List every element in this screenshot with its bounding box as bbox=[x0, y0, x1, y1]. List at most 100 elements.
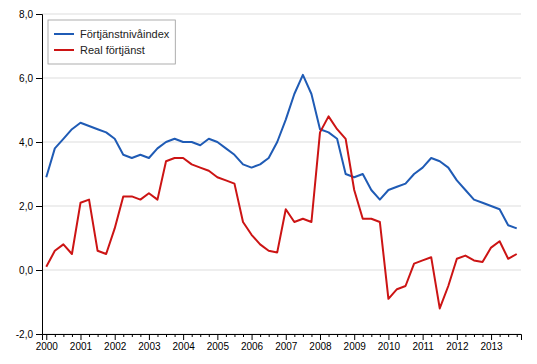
x-tick-mark bbox=[311, 334, 312, 337]
x-tick-mark bbox=[294, 334, 295, 337]
x-tick-mark bbox=[89, 334, 90, 337]
x-tick-mark bbox=[363, 334, 364, 337]
x-tick bbox=[140, 334, 141, 337]
y-tick-mark bbox=[36, 334, 42, 335]
x-tick-label: 2001 bbox=[70, 341, 93, 352]
y-tick-mark bbox=[36, 78, 42, 79]
x-tick-mark bbox=[72, 334, 73, 337]
x-tick-mark bbox=[63, 334, 64, 337]
x-tick bbox=[192, 334, 193, 337]
x-tick bbox=[157, 334, 158, 337]
x-tick-mark bbox=[474, 334, 475, 337]
x-tick-mark bbox=[115, 334, 116, 340]
x-tick-mark bbox=[320, 334, 321, 340]
grid-line bbox=[42, 206, 521, 207]
x-tick-mark bbox=[260, 334, 261, 337]
legend-swatch bbox=[54, 33, 74, 35]
x-tick bbox=[483, 334, 484, 337]
x-tick-label: 2012 bbox=[446, 341, 469, 352]
x-tick bbox=[431, 334, 432, 337]
x-tick-mark bbox=[252, 334, 253, 340]
x-tick: 2009 bbox=[344, 334, 367, 352]
x-tick: 2002 bbox=[104, 334, 127, 352]
x-tick bbox=[277, 334, 278, 337]
y-axis-line bbox=[36, 15, 43, 335]
x-tick bbox=[63, 334, 64, 337]
legend-swatch bbox=[54, 49, 74, 51]
y-tick-label: 6,0 bbox=[19, 73, 33, 84]
x-tick-mark bbox=[55, 334, 56, 337]
x-tick-label: 2004 bbox=[173, 341, 196, 352]
chart: -2,00,02,04,06,08,0200020012002200320042… bbox=[0, 0, 537, 364]
x-tick-mark bbox=[346, 334, 347, 337]
x-tick-mark bbox=[132, 334, 133, 337]
x-tick bbox=[243, 334, 244, 337]
x-tick-label: 2002 bbox=[104, 341, 127, 352]
x-tick: 2006 bbox=[241, 334, 264, 352]
x-tick-label: 2011 bbox=[412, 341, 434, 352]
x-tick bbox=[371, 334, 372, 337]
x-tick-mark bbox=[243, 334, 244, 337]
x-tick-mark bbox=[123, 334, 124, 337]
y-tick: -2,0 bbox=[16, 329, 42, 340]
x-tick bbox=[363, 334, 364, 337]
x-tick: 2007 bbox=[275, 334, 298, 352]
x-tick bbox=[448, 334, 449, 337]
x-tick-mark bbox=[183, 334, 184, 340]
x-tick bbox=[397, 334, 398, 337]
x-tick bbox=[234, 334, 235, 337]
x-tick bbox=[406, 334, 407, 337]
x-tick bbox=[500, 334, 501, 337]
x-tick-label: 2007 bbox=[275, 341, 298, 352]
legend: FörtjänstnivåindexReal förtjänst bbox=[48, 20, 175, 64]
x-tick: 2004 bbox=[173, 334, 196, 352]
x-tick-mark bbox=[157, 334, 158, 337]
grid-line bbox=[42, 142, 521, 143]
x-tick-label: 2003 bbox=[138, 341, 161, 352]
x-tick bbox=[209, 334, 210, 337]
series-line bbox=[46, 116, 516, 308]
x-tick bbox=[465, 334, 466, 337]
x-tick-mark bbox=[508, 334, 509, 337]
legend-box bbox=[48, 20, 175, 64]
y-tick: 0,0 bbox=[19, 265, 42, 276]
grid bbox=[42, 14, 521, 334]
x-tick bbox=[89, 334, 90, 337]
y-tick: 8,0 bbox=[19, 9, 42, 20]
x-tick-mark bbox=[80, 334, 81, 340]
x-tick bbox=[337, 334, 338, 337]
x-tick-mark bbox=[149, 334, 150, 340]
x-tick-mark bbox=[175, 334, 176, 337]
x-tick-mark bbox=[329, 334, 330, 337]
lines bbox=[46, 75, 516, 309]
x-tick: 2010 bbox=[378, 334, 401, 352]
x-tick: 2003 bbox=[138, 334, 161, 352]
x-tick-mark bbox=[448, 334, 449, 337]
grid-line bbox=[42, 270, 521, 271]
x-tick bbox=[166, 334, 167, 337]
x-tick: 2013 bbox=[480, 334, 503, 352]
x-tick-label: 2009 bbox=[344, 341, 367, 352]
x-tick-mark bbox=[192, 334, 193, 337]
x-tick bbox=[98, 334, 99, 337]
x-tick-mark bbox=[166, 334, 167, 337]
x-tick-label: 2008 bbox=[309, 341, 332, 352]
x-tick-mark bbox=[226, 334, 227, 337]
x-tick-mark bbox=[209, 334, 210, 337]
x-tick bbox=[123, 334, 124, 337]
x-tick: 2005 bbox=[207, 334, 230, 352]
x-tick bbox=[414, 334, 415, 337]
x-tick: 2012 bbox=[446, 334, 469, 352]
y-tick-mark bbox=[36, 270, 42, 271]
x-tick bbox=[175, 334, 176, 337]
y-tick-mark bbox=[36, 206, 42, 207]
x-tick bbox=[346, 334, 347, 337]
x-axis-line bbox=[43, 335, 522, 341]
x-tick-mark bbox=[200, 334, 201, 337]
x-tick-label: 2000 bbox=[36, 341, 59, 352]
x-tick-mark bbox=[457, 334, 458, 340]
grid-line bbox=[42, 78, 521, 79]
x-tick bbox=[72, 334, 73, 337]
x-tick bbox=[311, 334, 312, 337]
x-tick bbox=[380, 334, 381, 337]
